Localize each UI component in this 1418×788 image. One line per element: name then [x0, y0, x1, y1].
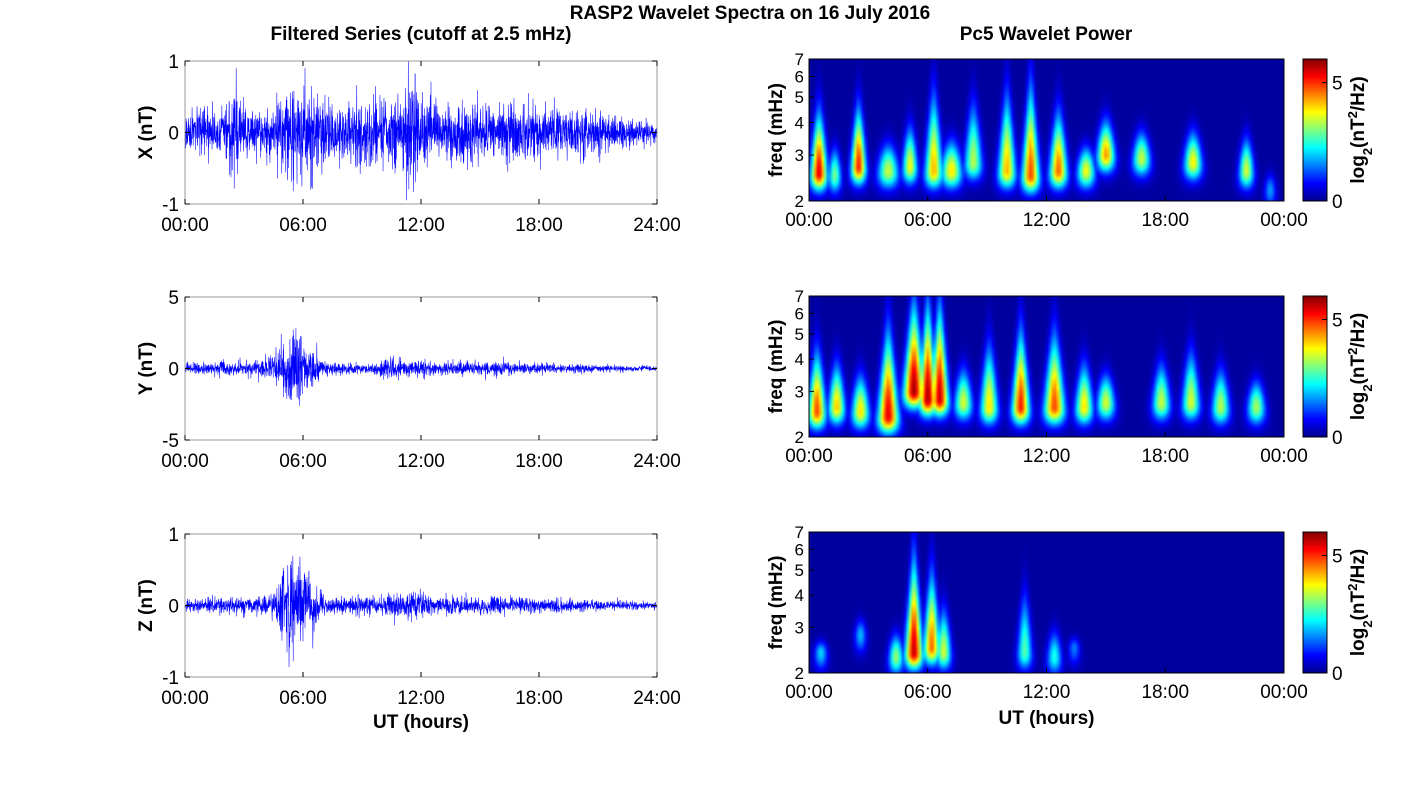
- freq-tick-label: 7: [795, 287, 804, 306]
- y-axis-label: Z (nT): [136, 579, 157, 632]
- y-tick-label: 0: [168, 360, 179, 381]
- y-tick-label: 1: [168, 52, 179, 73]
- left-column-title: Filtered Series (cutoff at 2.5 mHz): [271, 24, 572, 45]
- y-tick-label: -1: [162, 195, 179, 216]
- y-axis-label: X (nT): [136, 106, 157, 160]
- series-panel-z: 1 0 -100:00 06:00 12:00 18:00 24:00 Z (nT) UT (h…: [136, 525, 681, 733]
- x-tick-label: 06:00: [279, 688, 327, 709]
- x-tick-label: 18:00: [1141, 446, 1189, 467]
- freq-tick-label: 4: [795, 350, 804, 369]
- y-tick-label: 5: [168, 288, 179, 309]
- x-tick-label: 12:00: [397, 215, 445, 236]
- freq-tick-label: 6: [795, 540, 804, 559]
- colorbar-frame: [1302, 58, 1328, 202]
- freq-tick-label: 5: [795, 325, 804, 344]
- x-tick-label: 00:00: [785, 682, 833, 703]
- series-line-y: [184, 328, 658, 406]
- y-tick-label: -5: [162, 431, 179, 452]
- x-tick-label: 06:00: [904, 446, 952, 467]
- y-axis-label: Y (nT): [136, 342, 157, 395]
- x-tick-label: 12:00: [397, 451, 445, 472]
- wavelet-power-image: [809, 59, 1284, 201]
- wavelet-power-image: [809, 296, 1284, 437]
- series-panel-y: 5 0 -500:00 06:00 12:00 18:00 24:00 Y (nT): [136, 288, 681, 472]
- freq-tick-label: 3: [795, 382, 804, 401]
- x-tick-label: 00:00: [1260, 210, 1308, 231]
- freq-tick-label: 3: [795, 146, 804, 165]
- colorbar-label: log2(nT2/Hz): [1345, 313, 1375, 420]
- series-panel-x: 1 0 -100:00 06:00 12:00 18:00 24:00 X (nT): [136, 52, 681, 236]
- colorbar-frame: [1302, 295, 1328, 438]
- series-line-x: [184, 60, 658, 201]
- x-tick-label: 00:00: [161, 215, 209, 236]
- freq-tick-label: 6: [795, 304, 804, 323]
- x-tick-label: 18:00: [515, 451, 563, 472]
- freq-tick-label: 2: [795, 428, 804, 447]
- freq-tick-label: 3: [795, 618, 804, 637]
- x-axis-label: UT (hours): [998, 708, 1094, 729]
- x-tick-label: 00:00: [785, 210, 833, 231]
- x-tick-label: 24:00: [633, 215, 681, 236]
- wavelet-power-image: [809, 532, 1284, 673]
- y-tick-label: 0: [168, 597, 179, 618]
- freq-tick-label: 4: [795, 113, 804, 132]
- freq-tick-label: 7: [795, 523, 804, 542]
- colorbar-label: log2(nT2/Hz): [1345, 549, 1375, 656]
- x-tick-label: 18:00: [515, 688, 563, 709]
- x-tick-label: 12:00: [1023, 682, 1071, 703]
- colorbar-label: log2(nT2/Hz): [1345, 76, 1375, 183]
- freq-tick-label: 4: [795, 586, 804, 605]
- x-tick-label: 06:00: [279, 215, 327, 236]
- colorbar-tick-label: 0: [1332, 192, 1343, 213]
- x-tick-label: 00:00: [1260, 446, 1308, 467]
- x-tick-label: 00:00: [1260, 682, 1308, 703]
- freq-tick-label: 5: [795, 561, 804, 580]
- x-tick-label: 24:00: [633, 688, 681, 709]
- freq-tick-label: 2: [795, 192, 804, 211]
- x-tick-label: 00:00: [161, 688, 209, 709]
- freq-tick-label: 6: [795, 67, 804, 86]
- y-tick-label: 0: [168, 124, 179, 145]
- right-column-title: Pc5 Wavelet Power: [960, 24, 1133, 45]
- y-tick-label: -1: [162, 668, 179, 689]
- x-tick-label: 18:00: [1141, 682, 1189, 703]
- x-tick-label: 00:00: [161, 451, 209, 472]
- x-tick-label: 12:00: [1023, 210, 1071, 231]
- freq-tick-label: 7: [795, 50, 804, 69]
- figure-title: RASP2 Wavelet Spectra on 16 July 2016: [570, 3, 930, 24]
- x-tick-label: 06:00: [904, 682, 952, 703]
- colorbar-tick-label: 5: [1332, 547, 1343, 568]
- colorbar-tick-label: 5: [1332, 311, 1343, 332]
- x-axis-label: UT (hours): [373, 712, 469, 733]
- colorbar: [1303, 59, 1327, 201]
- colorbar: [1303, 532, 1327, 673]
- x-tick-label: 18:00: [515, 215, 563, 236]
- series-line-z: [184, 555, 658, 668]
- x-tick-label: 06:00: [904, 210, 952, 231]
- freq-tick-label: 5: [795, 88, 804, 107]
- y-axis-label: freq (mHz): [766, 556, 787, 650]
- colorbar: [1303, 296, 1327, 437]
- freq-tick-label: 2: [795, 664, 804, 683]
- colorbar-tick-label: 0: [1332, 664, 1343, 685]
- y-axis-label: freq (mHz): [766, 320, 787, 414]
- colorbar-frame: [1302, 531, 1328, 674]
- x-tick-label: 24:00: [633, 451, 681, 472]
- y-axis-label: freq (mHz): [766, 83, 787, 177]
- x-tick-label: 06:00: [279, 451, 327, 472]
- x-tick-label: 18:00: [1141, 210, 1189, 231]
- y-tick-label: 1: [168, 525, 179, 546]
- colorbar-tick-label: 5: [1332, 74, 1343, 95]
- x-tick-label: 12:00: [397, 688, 445, 709]
- colorbar-tick-label: 0: [1332, 428, 1343, 449]
- x-tick-label: 12:00: [1023, 446, 1071, 467]
- x-tick-label: 00:00: [785, 446, 833, 467]
